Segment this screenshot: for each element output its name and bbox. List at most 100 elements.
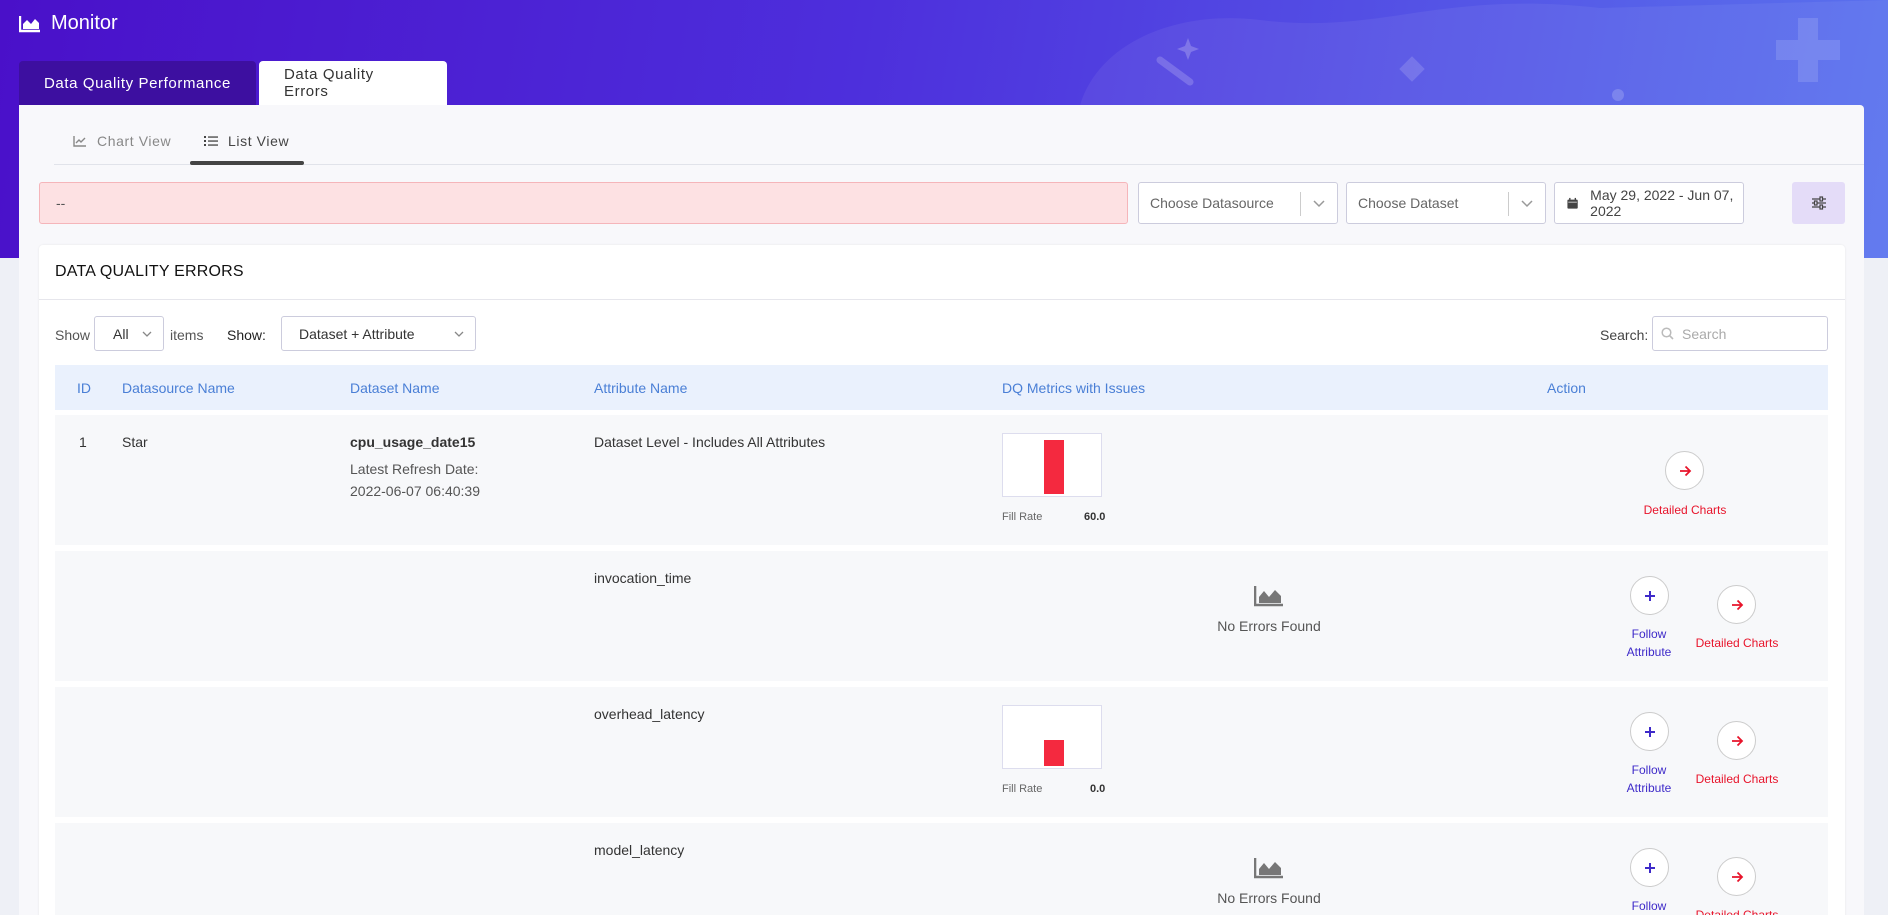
chevron-down-icon [454,331,464,337]
no-errors-text: No Errors Found [1217,890,1321,906]
detailed-charts-link[interactable]: Detailed Charts [1643,503,1727,517]
no-errors-message: No Errors Found [1209,585,1329,634]
search-icon [1661,327,1674,340]
detailed-charts-link[interactable]: Detailed Charts [1695,772,1779,786]
detailed-charts-button[interactable] [1665,451,1704,490]
datasource-select-placeholder: Choose Datasource [1150,195,1274,211]
fill-rate-bar [1044,440,1064,494]
table-row: overhead_latency Fill Rate 0.0 Follow At… [55,687,1828,817]
chevron-down-icon [142,331,152,337]
view-tabs: Chart View List View [54,105,1864,165]
date-range-picker[interactable]: May 29, 2022 - Jun 07, 2022 [1554,182,1744,224]
col-datasource-name[interactable]: Datasource Name [122,380,235,396]
col-id[interactable]: ID [77,380,91,396]
refresh-date-label: Latest Refresh Date: [350,461,479,477]
table-row: model_latency No Errors Found Follow Att… [55,823,1828,915]
table-header: ID Datasource Name Dataset Name Attribut… [55,365,1828,410]
select-separator [1508,192,1509,216]
error-alert: -- [39,182,1128,224]
main-tabs: Data Quality Performance Data Quality Er… [19,61,447,105]
calendar-icon [1567,197,1578,209]
app-brand[interactable]: Monitor [19,12,118,35]
show-mode-select[interactable]: Dataset + Attribute [281,316,476,351]
follow-attribute-link[interactable]: Follow Attribute [1626,763,1672,795]
show-mode-label: Show: [227,327,266,343]
follow-attribute-button[interactable] [1630,712,1669,751]
plus-icon [1644,726,1655,737]
arrow-right-icon [1679,465,1691,476]
table-row: invocation_time No Errors Found Follow A… [55,551,1828,681]
show-mode-value: Dataset + Attribute [299,325,415,342]
detailed-charts-link[interactable]: Detailed Charts [1695,908,1779,915]
col-dq-metrics[interactable]: DQ Metrics with Issues [1002,380,1146,396]
col-attribute-name[interactable]: Attribute Name [594,380,688,396]
follow-attribute-button[interactable] [1630,848,1669,887]
page-size-select[interactable]: All [94,316,164,351]
fill-rate-bar [1044,740,1064,766]
arrow-right-icon [1731,871,1743,882]
active-tab-indicator [190,161,304,165]
search-label: Search: [1600,327,1649,343]
tab-data-quality-errors[interactable]: Data Quality Errors [259,61,447,105]
sliders-icon [1811,196,1826,210]
no-errors-text: No Errors Found [1217,618,1321,634]
follow-attribute-link[interactable]: Follow Attribute [1631,899,1667,913]
show-label: Show [55,327,91,343]
area-chart-icon [1254,858,1283,879]
tab-chart-view-label: Chart View [97,133,172,149]
table-controls: Show All items Show: Dataset + Attribute… [55,316,1830,352]
follow-attribute-button[interactable] [1630,576,1669,615]
tab-chart-view[interactable]: Chart View [73,133,171,149]
data-quality-errors-card: DATA QUALITY ERRORS Show All items Show:… [39,245,1845,915]
arrow-right-icon [1731,599,1743,610]
detailed-charts-button[interactable] [1717,857,1756,896]
area-chart-icon [1254,586,1283,607]
refresh-date-value: 2022-06-07 06:40:39 [350,483,480,499]
card-title: DATA QUALITY ERRORS [39,245,1845,300]
row-attribute: Dataset Level - Includes All Attributes [594,434,826,450]
metric-name: Fill Rate [1002,783,1043,795]
metric-name: Fill Rate [1002,511,1043,523]
list-icon [204,136,218,146]
area-chart-icon [19,15,40,32]
table-row: 1 Star cpu_usage_date15 Latest Refresh D… [55,415,1828,545]
row-dataset: cpu_usage_date15 [350,434,476,450]
detailed-charts-button[interactable] [1717,721,1756,760]
chevron-down-icon [1521,200,1533,208]
detailed-charts-link[interactable]: Detailed Charts [1695,636,1779,650]
arrow-right-icon [1731,735,1743,746]
plus-icon [1644,862,1655,873]
dataset-select-placeholder: Choose Dataset [1358,195,1459,211]
row-attribute: model_latency [594,842,685,858]
col-action: Action [1547,380,1586,396]
date-range-value: May 29, 2022 - Jun 07, 2022 [1590,187,1734,219]
tab-list-view-label: List View [228,133,290,149]
follow-attribute-link[interactable]: Follow Attribute [1626,627,1672,659]
dataset-select[interactable]: Choose Dataset [1346,182,1546,224]
row-attribute: invocation_time [594,570,692,586]
row-datasource: Star [122,434,148,450]
fill-rate-mini-chart[interactable] [1002,705,1102,769]
row-id: 1 [79,434,87,450]
search-input[interactable] [1682,325,1812,342]
col-dataset-name[interactable]: Dataset Name [350,380,440,396]
detailed-charts-button[interactable] [1717,585,1756,624]
metric-value: 0.0 [1090,783,1106,795]
select-separator [1300,192,1301,216]
content-panel: Chart View List View -- Choose Datasourc… [19,105,1864,915]
no-errors-message: No Errors Found [1209,857,1329,906]
fill-rate-mini-chart[interactable] [1002,433,1102,497]
filter-settings-button[interactable] [1792,182,1845,224]
items-label: items [170,327,204,343]
datasource-select[interactable]: Choose Datasource [1138,182,1338,224]
tab-list-view[interactable]: List View [204,133,289,149]
app-title: Monitor [51,12,118,34]
plus-icon [1644,590,1655,601]
chevron-down-icon [1313,200,1325,208]
search-box [1652,316,1828,351]
row-attribute: overhead_latency [594,706,705,722]
tab-data-quality-performance[interactable]: Data Quality Performance [19,61,256,105]
page-size-value: All [113,325,129,342]
metric-value: 60.0 [1084,511,1106,523]
line-chart-icon [73,136,86,147]
